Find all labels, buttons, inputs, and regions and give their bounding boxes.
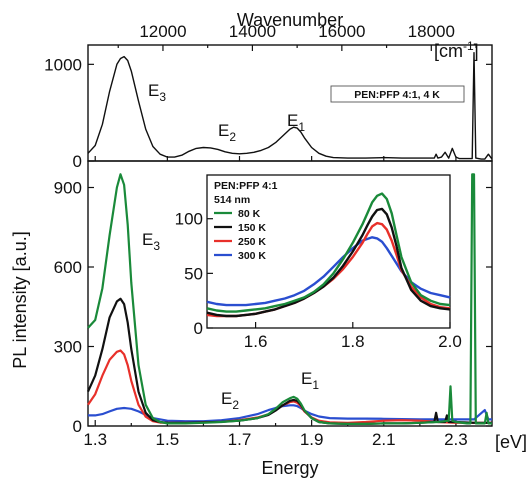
- upper-peak-label-e3-sub: 3: [159, 90, 166, 104]
- top-axis-tick-label: 18000: [408, 22, 455, 41]
- upper-peak-label-e3-base: E: [148, 81, 159, 100]
- inset-y-tick-label: 50: [184, 264, 203, 283]
- inset-y-tick-label: 0: [194, 319, 203, 338]
- upper-y-tick-label: 1000: [44, 55, 82, 74]
- inset-frame: [206, 174, 451, 329]
- inset-series: [206, 192, 451, 318]
- upper-peak-label-e1: E1: [287, 111, 305, 134]
- legend-entries: 80 K 150 K 250 K 300 K: [214, 208, 266, 262]
- upper-peak-label-e2-base: E: [218, 121, 229, 140]
- upper-annotation-box: [330, 85, 465, 103]
- legend-entry-label: 150 K: [238, 222, 266, 234]
- lower-peak-label-e3-sub: 3: [153, 239, 160, 253]
- lower-peak-label-e2-sub: 2: [232, 398, 239, 412]
- top-axis-unit-base: [cm: [434, 41, 463, 61]
- inset-y-ticks: 0 50 100: [175, 210, 213, 338]
- upper-annotation-text: PEN:PFP 4:1, 4 K: [354, 89, 440, 101]
- bottom-axis-ticks: 1.3 1.5 1.7 1.9 2.1 2.3: [83, 156, 468, 449]
- bottom-axis-tick-label: 1.7: [228, 430, 252, 449]
- lower-y-tick-label: 600: [54, 258, 82, 277]
- inset-x-tick-label: 2.0: [438, 332, 462, 351]
- legend-title-line1: PEN:PFP 4:1: [214, 180, 278, 192]
- top-axis-unit-exponent: -1: [463, 39, 474, 53]
- legend-entry-label: 300 K: [238, 250, 266, 262]
- top-axis-title: Wavenumber: [237, 10, 343, 30]
- upper-panel-series: [87, 52, 493, 160]
- lower-peak-label-e2-base: E: [221, 389, 232, 408]
- top-axis-unit: [cm-1]: [434, 39, 479, 61]
- lower-y-tick-label: 0: [73, 417, 82, 436]
- legend-entry-label: 250 K: [238, 236, 266, 248]
- upper-y-tick-label: 0: [73, 152, 82, 171]
- inset-series-line: [206, 207, 451, 318]
- bottom-axis-tick-label: 1.3: [83, 430, 107, 449]
- inset-y-tick-label: 100: [175, 210, 203, 229]
- inset-x-tick-label: 1.8: [341, 332, 365, 351]
- bottom-axis-tick-label: 2.1: [372, 430, 396, 449]
- bottom-axis-unit: [eV]: [495, 432, 527, 452]
- legend-entry-label: 80 K: [238, 208, 261, 220]
- top-axis-unit-close: ]: [474, 41, 479, 61]
- top-axis-tick-label: 16000: [318, 22, 365, 41]
- upper-peak-label-e1-sub: 1: [298, 120, 305, 134]
- lower-y-tick-label: 900: [54, 179, 82, 198]
- lower-peak-label-e3: E3: [142, 230, 160, 253]
- upper-series-line: [87, 52, 493, 160]
- inset-x-ticks: 1.6 1.8 2.0: [244, 322, 462, 351]
- bottom-axis-tick-label: 2.3: [444, 430, 468, 449]
- lower-panel-y-ticks: 0 300 600 900: [54, 179, 492, 436]
- lower-peak-label-e1: E1: [301, 369, 319, 392]
- legend-title-line2: 514 nm: [214, 194, 250, 206]
- y-axis-label: PL intensity [a.u.]: [10, 231, 30, 368]
- top-axis-tick-label: 14000: [229, 22, 276, 41]
- bottom-axis-tick-label: 1.9: [300, 430, 324, 449]
- upper-panel-y-ticks: 0 1000: [44, 55, 492, 171]
- lower-peak-label-e1-base: E: [301, 369, 312, 388]
- lower-panel-series: [86, 173, 492, 425]
- inset-legend: PEN:PFP 4:1 514 nm 80 K 150 K 250 K 300 K: [214, 180, 278, 262]
- lower-panel-frame: [87, 160, 493, 427]
- lower-peak-label-e1-sub: 1: [312, 378, 319, 392]
- lower-peak-label-e3-base: E: [142, 230, 153, 249]
- bottom-axis-title: Energy: [261, 458, 318, 478]
- inset-x-tick-label: 1.6: [244, 332, 268, 351]
- upper-peak-label-e3: E3: [148, 81, 166, 104]
- inset-series-line: [206, 192, 451, 313]
- upper-peak-label-e2: E2: [218, 121, 236, 144]
- upper-peak-label-e1-base: E: [287, 111, 298, 130]
- lower-peak-label-e2: E2: [221, 389, 239, 412]
- top-axis-tick-label: 12000: [139, 22, 186, 41]
- top-axis-ticks: 12000 14000 16000 18000: [117, 22, 477, 51]
- lower-series-line: [88, 404, 492, 423]
- upper-peak-label-e2-sub: 2: [229, 130, 236, 144]
- lower-series-line: [87, 173, 492, 425]
- lower-series-line: [86, 297, 492, 425]
- bottom-axis-tick-label: 1.5: [156, 430, 180, 449]
- upper-panel-frame: [87, 44, 493, 162]
- lower-y-tick-label: 300: [54, 338, 82, 357]
